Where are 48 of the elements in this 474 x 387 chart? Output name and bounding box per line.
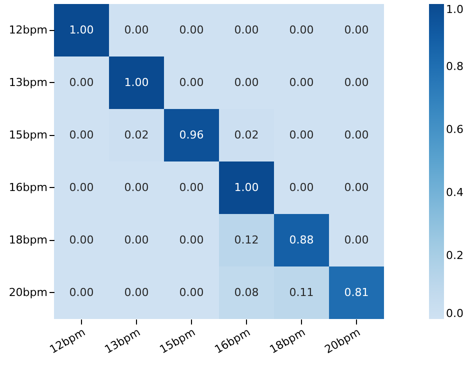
color-bar-label: 0.2	[446, 249, 464, 262]
data-label: 0.81	[344, 286, 369, 299]
data-label: 0.12	[234, 233, 259, 246]
data-label: 0.00	[344, 23, 369, 36]
data-label: 0.00	[179, 233, 204, 246]
data-label: 0.00	[344, 128, 369, 142]
data-label: 0.00	[289, 76, 314, 89]
data-label: 0.96	[179, 128, 204, 142]
data-label: 0.00	[179, 23, 204, 36]
data-label: 1.00	[234, 180, 259, 194]
data-label: 0.02	[234, 128, 259, 142]
color-bar-label: 1.0	[446, 3, 464, 16]
y-tick-label: 15bpm	[8, 128, 48, 142]
color-bar-label: 0.6	[446, 123, 464, 136]
data-label: 0.88	[289, 233, 314, 246]
data-label: 0.00	[344, 76, 369, 89]
data-label: 0.00	[179, 76, 204, 89]
y-tick-label: 20bpm	[8, 286, 48, 299]
data-label: 1.00	[69, 23, 94, 36]
color-bar-label: 0.4	[446, 186, 464, 199]
data-label: 0.00	[69, 233, 94, 246]
data-label: 0.00	[124, 286, 149, 299]
data-label: 1.00	[124, 76, 149, 89]
y-tick-label: 18bpm	[8, 233, 48, 246]
y-tick-label: 12bpm	[8, 23, 48, 36]
data-label: 0.00	[124, 233, 149, 246]
data-label: 0.00	[69, 286, 94, 299]
data-label: 0.00	[69, 76, 94, 89]
data-label: 0.00	[289, 128, 314, 142]
y-tick-label: 13bpm	[8, 76, 48, 89]
data-label: 0.00	[234, 76, 259, 89]
data-label: 0.08	[234, 286, 259, 299]
color-bar-label: 0.8	[446, 60, 464, 73]
data-label: 0.00	[124, 23, 149, 36]
data-label: 0.00	[69, 128, 94, 142]
data-label: 0.11	[289, 286, 314, 299]
data-label: 0.00	[234, 23, 259, 36]
data-label: 0.00	[289, 23, 314, 36]
data-label: 0.00	[179, 286, 204, 299]
y-tick-label: 16bpm	[8, 180, 48, 194]
data-label: 0.02	[124, 128, 149, 142]
data-label: 0.00	[289, 180, 314, 194]
data-label: 0.00	[344, 180, 369, 194]
color-bar-label: 0.0	[446, 307, 464, 320]
data-label: 0.00	[69, 180, 94, 194]
data-label: 0.00	[179, 180, 204, 194]
data-label: 0.00	[344, 233, 369, 246]
data-label: 0.00	[124, 180, 149, 194]
